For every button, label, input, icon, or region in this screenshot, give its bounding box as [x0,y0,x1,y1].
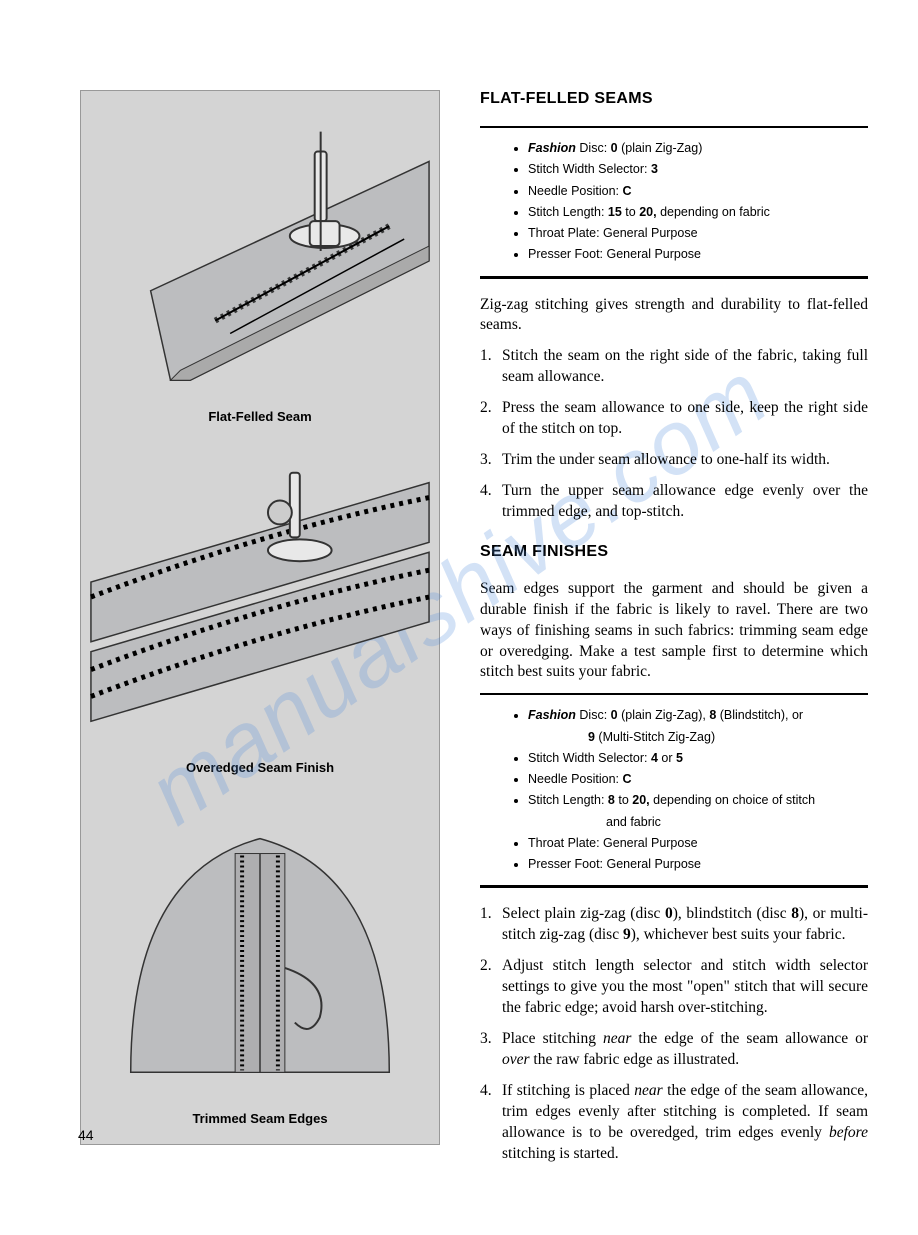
overedged-svg [81,442,439,752]
step-item: Turn the upper seam allowance edge evenl… [480,481,868,523]
settings-item: Fashion Disc: 0 (plain Zig-Zag), 8 (Blin… [528,705,868,748]
steps-list-1: Stitch the seam on the right side of the… [480,346,868,522]
step-item: Select plain zig-zag (disc 0), blindstit… [480,904,868,946]
intro-2: Seam edges support the garment and shoul… [480,579,868,684]
caption-trimmed: Trimmed Seam Edges [81,1103,439,1144]
settings-item: Stitch Length: 15 to 20, depending on fa… [528,202,868,223]
illustration-column: Flat-Felled Seam Overedged Seam Finish [80,90,440,1185]
illus-flat-felled [81,91,439,401]
illus-trimmed [81,793,439,1103]
step-item: Trim the under seam allowance to one-hal… [480,450,868,471]
settings-item: Presser Foot: General Purpose [528,854,868,875]
settings-item: Stitch Width Selector: 4 or 5 [528,748,868,769]
intro-1: Zig-zag stitching gives strength and dur… [480,295,868,337]
caption-flat-felled: Flat-Felled Seam [81,401,439,442]
page-number: 44 [78,1127,94,1143]
heading-seam-finishes: SEAM FINISHES [480,543,868,561]
settings-box-2: Fashion Disc: 0 (plain Zig-Zag), 8 (Blin… [480,693,868,888]
step-item: Place stitching near the edge of the sea… [480,1029,868,1071]
settings-item: Needle Position: C [528,181,868,202]
page-layout: Flat-Felled Seam Overedged Seam Finish [0,0,918,1235]
settings-item: Presser Foot: General Purpose [528,244,868,265]
step-item: Stitch the seam on the right side of the… [480,346,868,388]
heading-flat-felled: FLAT-FELLED SEAMS [480,90,868,108]
settings-item: Fashion Disc: 0 (plain Zig-Zag) [528,138,868,159]
steps-list-2: Select plain zig-zag (disc 0), blindstit… [480,904,868,1164]
step-item: If stitching is placed near the edge of … [480,1081,868,1165]
caption-overedged: Overedged Seam Finish [81,752,439,793]
settings-item: Throat Plate: General Purpose [528,223,868,244]
illustration-panel: Flat-Felled Seam Overedged Seam Finish [80,90,440,1145]
flat-felled-svg [81,91,439,401]
illus-overedged [81,442,439,752]
step-item: Adjust stitch length selector and stitch… [480,956,868,1019]
settings-item: Throat Plate: General Purpose [528,833,868,854]
settings-item: Needle Position: C [528,769,868,790]
step-item: Press the seam allowance to one side, ke… [480,398,868,440]
settings-box-1: Fashion Disc: 0 (plain Zig-Zag)Stitch Wi… [480,126,868,279]
settings-item: Stitch Width Selector: 3 [528,159,868,180]
text-column: FLAT-FELLED SEAMS Fashion Disc: 0 (plain… [480,90,868,1185]
trimmed-svg [81,793,439,1103]
settings-item: Stitch Length: 8 to 20, depending on cho… [528,790,868,833]
